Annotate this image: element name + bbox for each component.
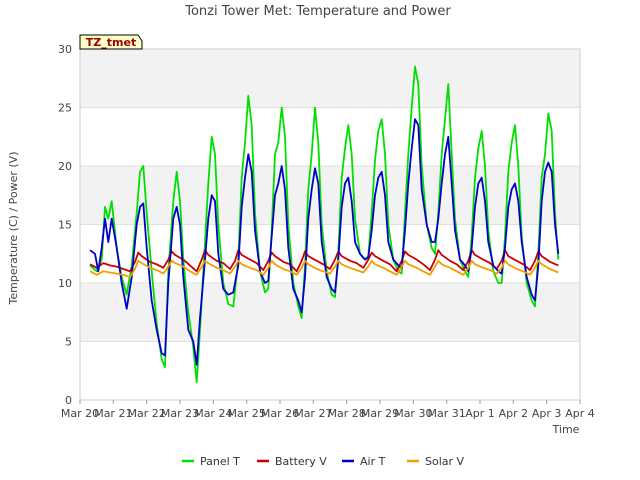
series-line-solar-v [89, 259, 559, 278]
y-tick-label: 30 [58, 43, 72, 56]
x-tick-label: Mar 26 [261, 407, 299, 420]
legend-item-panel-t: Panel T [182, 455, 240, 468]
legend-item-solar-v: Solar V [407, 455, 465, 468]
series-line-panel-t [89, 65, 560, 384]
legend-label: Air T [360, 455, 386, 468]
legend: Panel T Battery V Air T Solar V [182, 455, 465, 468]
plot-band [80, 107, 580, 166]
plot-frame [79, 48, 581, 401]
x-tick-label: Apr 3 [532, 407, 562, 420]
y-tick-label: 25 [58, 102, 72, 115]
y-tick-label: 0 [65, 394, 72, 407]
y-tick-labels: 0 5 10 15 20 25 30 [58, 43, 72, 407]
legend-label: Panel T [200, 455, 240, 468]
x-tick-label: Mar 28 [328, 407, 366, 420]
legend-label: Battery V [275, 455, 327, 468]
x-tick-label: Mar 24 [194, 407, 232, 420]
x-tick-label: Mar 31 [428, 407, 466, 420]
x-tick-label: Mar 23 [161, 407, 199, 420]
chart-title: Tonzi Tower Met: Temperature and Power [184, 4, 451, 19]
plot-band [80, 341, 580, 400]
station-badge: TZ_tmet [79, 34, 143, 50]
plot-band [80, 166, 580, 225]
plot-band [80, 49, 580, 108]
y-tick-label: 10 [58, 277, 72, 290]
series-line-air-t [89, 118, 560, 366]
x-tick-label: Mar 22 [128, 407, 166, 420]
plot-band [80, 283, 580, 342]
plot-background [80, 49, 580, 400]
x-tick-label: Apr 1 [465, 407, 495, 420]
y-tick-label: 20 [58, 160, 72, 173]
x-tick-label: Mar 29 [361, 407, 399, 420]
legend-item-air-t: Air T [342, 455, 386, 468]
y-axis-label: Temperature (C) / Power (V) [7, 151, 20, 305]
x-tick-label: Mar 30 [394, 407, 432, 420]
x-tick-label: Mar 21 [94, 407, 132, 420]
series-layer [89, 65, 560, 384]
badge-label: TZ_tmet [86, 36, 136, 49]
x-axis-label: Time [552, 423, 580, 436]
y-tick-label: 15 [58, 219, 72, 232]
x-tick-label: Apr 4 [565, 407, 595, 420]
x-tick-label: Apr 2 [499, 407, 529, 420]
legend-label: Solar V [425, 455, 465, 468]
x-tick-label: Mar 20 [61, 407, 99, 420]
badge-box [79, 34, 143, 50]
x-tick-label: Mar 25 [228, 407, 266, 420]
y-tick-label: 5 [65, 336, 72, 349]
x-tick-label: Mar 27 [294, 407, 332, 420]
legend-item-battery-v: Battery V [257, 455, 327, 468]
